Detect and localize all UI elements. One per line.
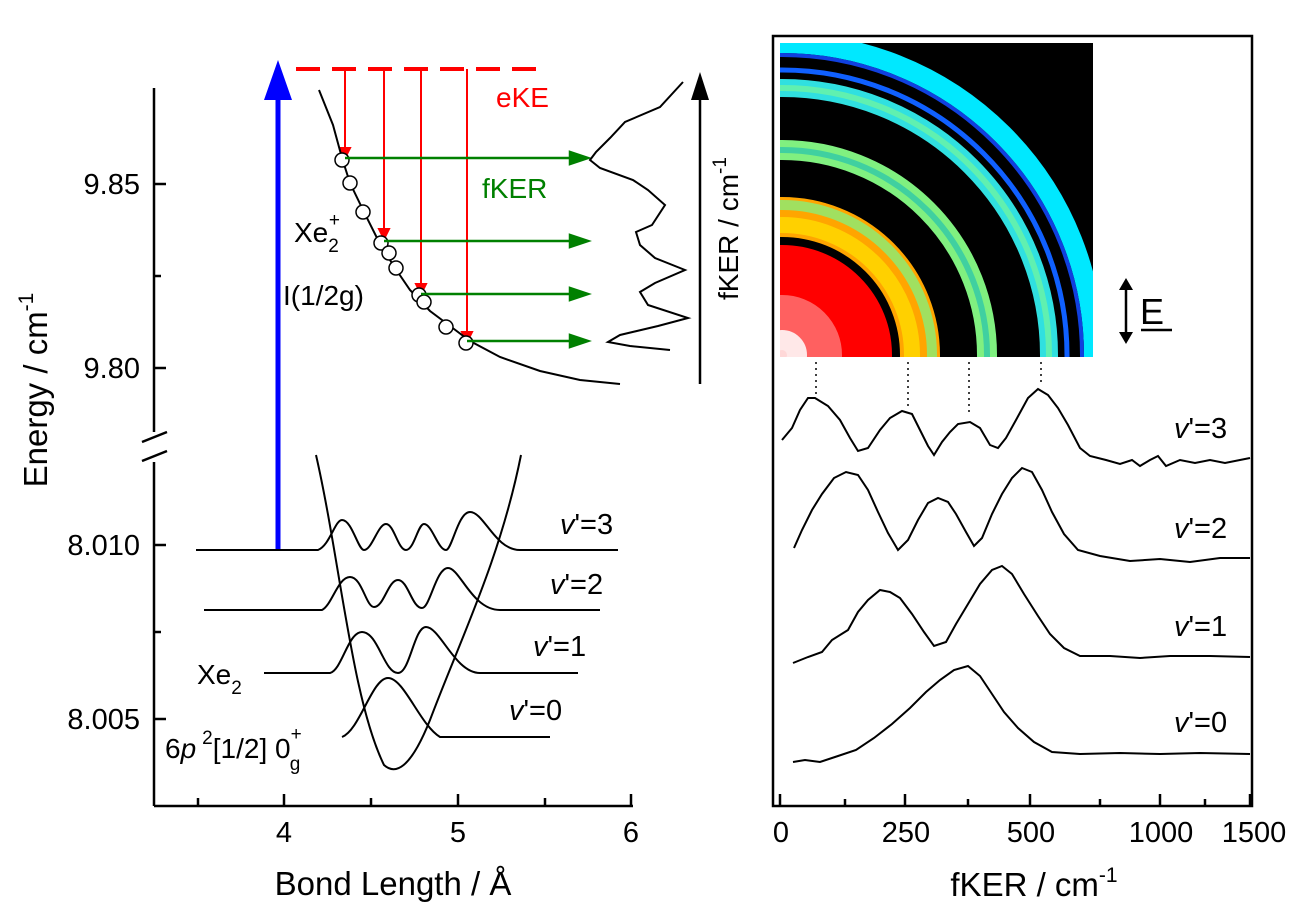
xe2-bound-potential-curve [315,454,522,771]
vib-level-label: v'=3 [560,509,613,541]
vib-wavefunction-v1 [264,625,578,675]
series-label: v'=3 [1174,413,1227,445]
left-panel: 9.85 9.80 8.010 8.005 4 5 6 Bond Length … [15,60,744,902]
x-tick-label: 5 [450,817,466,849]
vib-level-label: v'=1 [533,631,586,663]
series-label: v'=0 [1174,707,1227,739]
vib-wavefunction-v0 [341,676,550,738]
inset-core [780,245,892,357]
fker-spectrum-v0 [792,664,1251,764]
x-tick-label: 1000 [1129,817,1194,849]
y-tick-label: 8.010 [67,530,140,562]
axis-break-mark-1 [141,430,168,444]
fker-arrows [345,150,592,349]
right-x-ticks [778,794,1252,806]
x-tick-label: 6 [623,817,639,849]
neutral-state-label: 6p 2[1/2] 0+ g [165,724,302,775]
series-label: v'=2 [1174,513,1227,545]
fker-spectrum-v3 [781,387,1251,468]
field-label: E [1140,291,1164,332]
x-tick-label: 500 [1007,817,1055,849]
left-x-axis-title: Bond Length / Å [275,865,512,902]
ring-correspondence-lines [815,362,1042,414]
right-x-axis-title: fKER / cm-1 [950,864,1117,903]
x-tick-label: 0 [773,817,789,849]
polarization-arrowhead-up [1119,278,1133,290]
velocity-map-inset [780,43,1093,357]
x-tick-label: 4 [276,817,292,849]
excitation-arrowhead [264,60,292,100]
ion-state-label: I(1/2g) [283,280,364,311]
vib-level-label: v'=0 [509,695,562,727]
fker-spectrum-v2 [793,466,1250,564]
side-fker-axis-label: fKER / cm-1 [710,157,744,300]
y-tick-label: 9.80 [84,353,140,385]
vib-wavefunction-v2 [204,566,600,611]
xe2-label: Xe2 [197,659,242,699]
polarization-arrowhead-down [1119,332,1133,344]
left-y-axis-title: Energy / cm-1 [15,293,54,488]
x-tick-label: 250 [882,817,930,849]
vib-wavefunction-v3 [196,510,618,552]
y-tick-label: 9.85 [84,169,140,201]
eke-label: eKE [496,82,549,113]
series-label: v'=1 [1174,611,1227,643]
side-fker-spectrum [588,81,692,351]
fker-spectrum-v1 [792,564,1251,664]
data-circles [334,152,474,351]
x-tick-label: 1500 [1222,817,1287,849]
axis-break-mark-2 [141,449,168,463]
vib-level-label: v'=2 [550,569,603,601]
y-tick-label: 8.005 [67,704,140,736]
side-fker-axis-arrowhead [691,72,709,100]
right-panel-frame [771,34,1254,808]
fker-label: fKER [482,173,547,204]
left-x-ticks [196,794,633,806]
xe2plus-label: Xe2+ [294,210,340,257]
right-panel: 0 250 500 1000 1500 fKER / cm-1 [771,34,1287,903]
left-y-ticks [154,182,166,721]
eke-arrows [338,69,474,345]
